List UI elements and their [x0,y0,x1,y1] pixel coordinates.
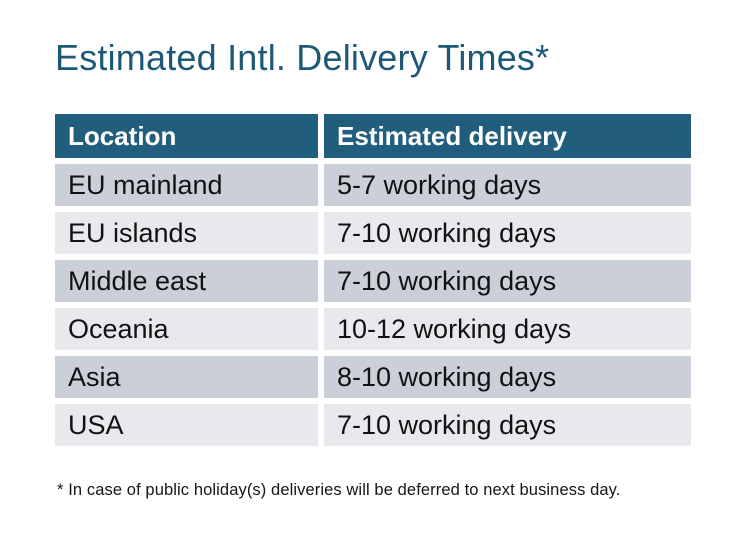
table-cell-delivery-oceania: 10-12 working days [324,308,691,350]
table-cell-location-oceania: Oceania [55,308,318,350]
table-cell-location-eu-mainland: EU mainland [55,164,318,206]
page-title: Estimated Intl. Delivery Times* [55,37,550,78]
table-cell-delivery-usa: 7-10 working days [324,404,691,446]
footnote: * In case of public holiday(s) deliverie… [57,481,621,499]
table-cell-delivery-eu-mainland: 5-7 working days [324,164,691,206]
column-header-location: Location [55,114,318,158]
table-cell-delivery-asia: 8-10 working days [324,356,691,398]
table-cell-delivery-eu-islands: 7-10 working days [324,212,691,254]
table-cell-location-asia: Asia [55,356,318,398]
table-cell-delivery-middle-east: 7-10 working days [324,260,691,302]
table-cell-location-middle-east: Middle east [55,260,318,302]
table-cell-location-eu-islands: EU islands [55,212,318,254]
delivery-table: Location Estimated delivery EU mainland … [55,114,691,446]
table-cell-location-usa: USA [55,404,318,446]
column-header-estimated-delivery: Estimated delivery [324,114,691,158]
